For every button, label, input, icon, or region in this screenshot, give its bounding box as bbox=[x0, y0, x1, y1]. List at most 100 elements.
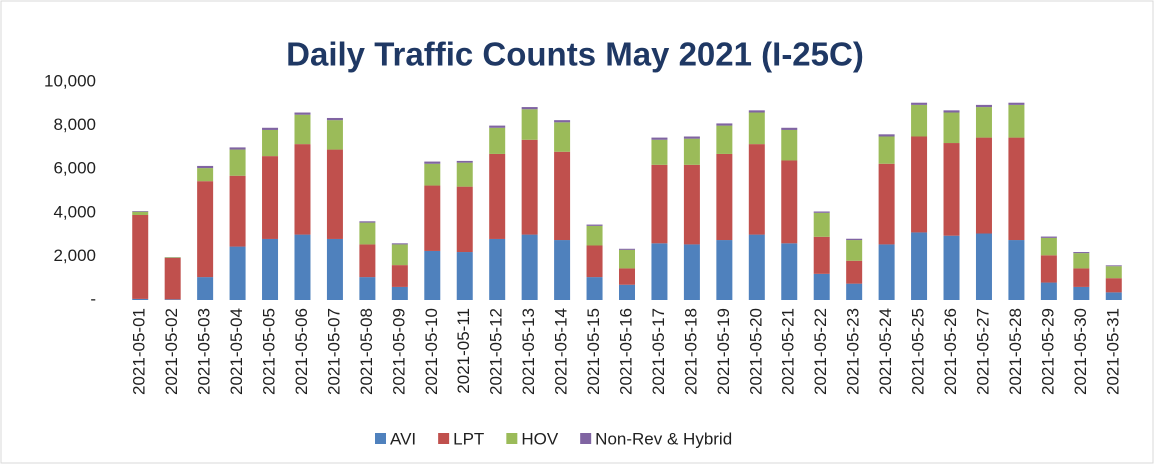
bar-segment bbox=[943, 235, 960, 300]
bar-segment bbox=[1073, 252, 1090, 254]
chart-title: Daily Traffic Counts May 2021 (I-25C) bbox=[286, 36, 864, 73]
bar-segment bbox=[651, 139, 668, 165]
bar-segment bbox=[813, 273, 830, 300]
bar-segment bbox=[878, 134, 895, 137]
x-tick-label: 2021-05-28 bbox=[1006, 308, 1025, 395]
bar-segment bbox=[683, 136, 700, 139]
x-tick-label: 2021-05-24 bbox=[876, 308, 895, 395]
bar-segment bbox=[326, 238, 343, 300]
bar-segment bbox=[813, 211, 830, 213]
bar-segment bbox=[326, 149, 343, 239]
bar-segment bbox=[521, 109, 538, 140]
bar-segment bbox=[424, 163, 441, 186]
bar-segment bbox=[813, 212, 830, 237]
x-tick-label: 2021-05-16 bbox=[616, 308, 635, 395]
bar-segment bbox=[651, 137, 668, 140]
bar-segment bbox=[132, 211, 149, 212]
bar-segment bbox=[456, 160, 473, 163]
bar-segment bbox=[262, 238, 279, 300]
x-tick-label: 2021-05-18 bbox=[681, 308, 700, 395]
x-tick-label: 2021-05-12 bbox=[487, 308, 506, 395]
x-tick-label: 2021-05-08 bbox=[357, 308, 376, 395]
bar-segment bbox=[424, 250, 441, 300]
bar-segment bbox=[586, 224, 603, 226]
x-tick-label: 2021-05-03 bbox=[195, 308, 214, 395]
bar-segment bbox=[911, 104, 928, 137]
bar-segment bbox=[716, 153, 733, 241]
bar-segment bbox=[1105, 278, 1122, 293]
bar-segment bbox=[878, 136, 895, 164]
bar-segment bbox=[1040, 282, 1057, 300]
bar-segment bbox=[554, 120, 571, 123]
bar-segment bbox=[456, 186, 473, 253]
bar-segment bbox=[294, 114, 311, 145]
bar-segment bbox=[132, 211, 149, 215]
bar-segment bbox=[489, 125, 506, 128]
x-tick-label: 2021-05-02 bbox=[162, 308, 181, 395]
x-tick-label: 2021-05-05 bbox=[260, 308, 279, 395]
bar-segment bbox=[846, 240, 863, 261]
bar-segment bbox=[943, 143, 960, 236]
legend-swatch bbox=[375, 433, 386, 444]
bar-segment bbox=[359, 244, 376, 278]
bar-segment bbox=[197, 181, 214, 278]
bar-segment bbox=[846, 283, 863, 300]
bar-segment bbox=[326, 117, 343, 121]
bar-segment bbox=[164, 257, 181, 300]
bar-segment bbox=[1008, 137, 1025, 241]
bar-segment bbox=[911, 232, 928, 300]
legend-label: HOV bbox=[521, 429, 559, 448]
x-tick-label: 2021-05-10 bbox=[422, 308, 441, 395]
bar-segment bbox=[1008, 240, 1025, 300]
bar-segment bbox=[359, 221, 376, 223]
bar-segment bbox=[975, 107, 992, 138]
y-tick-label: - bbox=[90, 289, 96, 308]
bar-segment bbox=[262, 156, 279, 239]
x-tick-label: 2021-05-09 bbox=[389, 308, 408, 395]
bar-segment bbox=[586, 225, 603, 246]
bar-segment bbox=[554, 122, 571, 152]
bar-segment bbox=[846, 238, 863, 241]
bar-segment bbox=[748, 110, 765, 113]
bar-segment bbox=[716, 123, 733, 126]
bar-segment bbox=[132, 298, 149, 300]
bar-segment bbox=[1040, 255, 1057, 283]
bar-segment bbox=[489, 238, 506, 300]
bar-segment bbox=[456, 252, 473, 300]
bar-segment bbox=[294, 234, 311, 300]
x-tick-label: 2021-05-22 bbox=[811, 308, 830, 395]
x-tick-label: 2021-05-26 bbox=[941, 308, 960, 395]
y-tick-label: 4,000 bbox=[53, 202, 96, 221]
bar-segment bbox=[943, 110, 960, 113]
bar-segment bbox=[781, 127, 798, 130]
x-tick-label: 2021-05-23 bbox=[844, 308, 863, 395]
bar-segment bbox=[619, 268, 635, 285]
legend-label: Non-Rev & Hybrid bbox=[595, 429, 732, 448]
legend-swatch bbox=[580, 433, 592, 444]
bar-segment bbox=[521, 139, 538, 235]
bar-segment bbox=[294, 144, 311, 235]
bar-segment bbox=[748, 144, 765, 235]
bar-segment bbox=[489, 127, 506, 154]
bar-segment bbox=[975, 233, 992, 300]
bar-segment bbox=[132, 214, 149, 299]
bar-segment bbox=[294, 112, 311, 115]
bar-segment bbox=[1073, 268, 1090, 287]
bar-segment bbox=[781, 129, 798, 161]
bar-segment bbox=[554, 151, 571, 241]
bar-segment bbox=[1105, 292, 1122, 300]
bar-segment bbox=[975, 137, 992, 234]
bar-segment bbox=[229, 246, 246, 300]
bar-segment bbox=[164, 299, 181, 300]
x-tick-label: 2021-05-29 bbox=[1038, 308, 1057, 395]
bar-segment bbox=[554, 240, 571, 300]
x-tick-label: 2021-05-06 bbox=[292, 308, 311, 395]
bar-segment bbox=[1073, 253, 1090, 269]
bar-segment bbox=[683, 138, 700, 165]
bar-segment bbox=[716, 125, 733, 154]
bar-segment bbox=[229, 147, 246, 150]
bar-segment bbox=[911, 102, 928, 105]
bar-segment bbox=[911, 136, 928, 233]
